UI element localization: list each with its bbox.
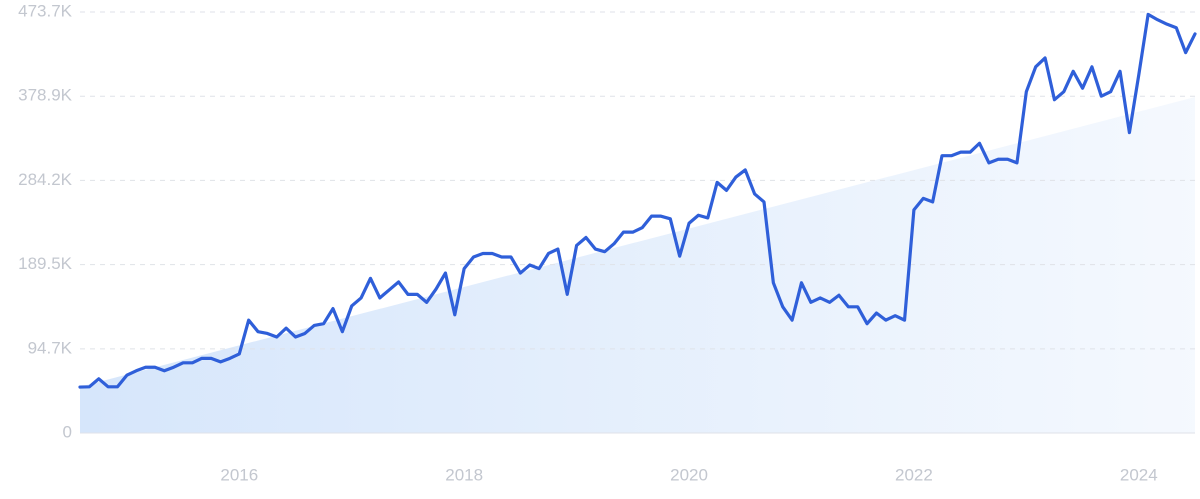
y-tick-label: 284.2K	[18, 170, 73, 189]
line	[78, 12, 1197, 389]
x-tick-label: 2020	[670, 465, 708, 484]
x-tick-label: 2018	[445, 465, 483, 484]
x-tick-label: 2022	[895, 465, 933, 484]
trend-area	[80, 97, 1195, 434]
x-tick-label: 2016	[220, 465, 258, 484]
y-tick-label: 189.5K	[18, 254, 73, 273]
y-tick-label: 378.9K	[18, 86, 73, 105]
y-tick-label: 473.7K	[18, 1, 73, 20]
x-tick-label: 2024	[1120, 465, 1158, 484]
y-tick-label: 94.7K	[28, 338, 73, 357]
y-tick-label: 0	[63, 422, 72, 441]
